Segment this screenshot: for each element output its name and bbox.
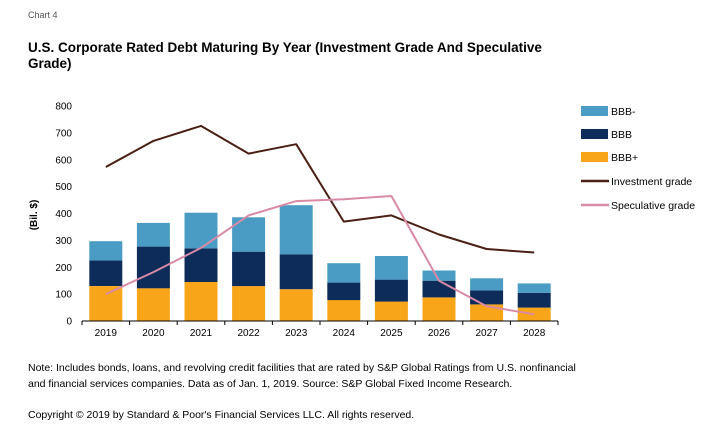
y-tick-label: 700 [55,128,72,139]
line-investment-grade [105,124,535,254]
bar-bbb--2021 [184,282,218,321]
y-tick-label: 0 [66,317,72,328]
bar-bbb--2026 [422,297,456,321]
bar-bbb--2022 [232,286,266,321]
bar-bbb--2023 [279,289,313,321]
bar-bbb-2023 [279,254,313,290]
bar-bbb-2028 [517,292,551,308]
bar-bbb--2024 [327,300,361,321]
bar-bbb-2022 [232,251,266,287]
bar-bbb--2019 [89,286,123,321]
y-tick-label: 500 [55,182,72,193]
bar-bbb-2020 [136,246,170,289]
chart-note: Note: Includes bonds, loans, and revolvi… [28,362,576,390]
bar-bbb--2025 [374,301,408,321]
lines-layer [105,124,535,316]
y-tick-label: 600 [55,155,72,166]
copyright-notice: Copyright © 2019 by Standard & Poor's Fi… [28,409,415,421]
x-tick-label-2024: 2024 [333,328,356,339]
legend-label-investment-grade: Investment grade [611,176,692,188]
x-tick-label-2027: 2027 [475,328,498,339]
bar-bbb-2025 [374,279,408,302]
y-tick-label: 800 [55,102,72,113]
bar-bbb--2027 [470,278,504,291]
bar-bbb--2019 [89,241,123,261]
x-tick-label-2020: 2020 [142,328,165,339]
x-tick-label-2025: 2025 [380,328,403,339]
legend-label-bbb-: BBB+ [611,152,638,164]
y-tick-label: 200 [55,263,72,274]
legend-label-speculative-grade: Speculative grade [611,200,695,212]
y-tick-label: 300 [55,236,72,247]
bar-bbb-2019 [89,260,123,286]
bar-bbb--2023 [279,205,313,255]
legend-label-bbb: BBB [611,129,632,141]
legend-swatch [581,152,608,162]
x-tick-label-2028: 2028 [523,328,546,339]
y-tick-label: 100 [55,290,72,301]
legend-swatch [581,106,608,116]
axis-layer: 0 100 200 300 400 500 600 700 800 2019 2020 2021 202… [55,102,559,339]
chart-title: U.S. Corporate Rated Debt Maturing By Ye… [28,40,542,71]
bar-bbb--2020 [136,288,170,321]
bar-bbb--2026 [422,270,456,281]
x-tick-label-2023: 2023 [285,328,308,339]
bar-bbb--2025 [374,256,408,280]
bar-bbb--2020 [136,222,170,247]
y-tick-label: 400 [55,209,72,220]
x-tick-label-2026: 2026 [428,328,451,339]
bar-bbb--2021 [184,212,218,249]
x-tick-label-2021: 2021 [190,328,213,339]
y-axis-title: (Bil. $) [29,200,40,231]
bar-bbb-2024 [327,282,361,301]
x-tick-label-2022: 2022 [237,328,260,339]
legend-label-bbb-: BBB- [611,106,636,118]
bar-bbb-2027 [470,290,504,305]
legend: BBB- BBB BBB+ Investment grade Speculative g… [581,106,695,212]
x-tick-label-2019: 2019 [95,328,118,339]
line-speculative-grade [105,195,535,316]
bars-layer [89,205,551,321]
legend-swatch [581,129,608,139]
bar-bbb--2028 [517,283,551,293]
bar-bbb--2024 [327,263,361,283]
chart-number-label: Chart 4 [28,10,58,20]
bar-bbb-2026 [422,280,456,298]
